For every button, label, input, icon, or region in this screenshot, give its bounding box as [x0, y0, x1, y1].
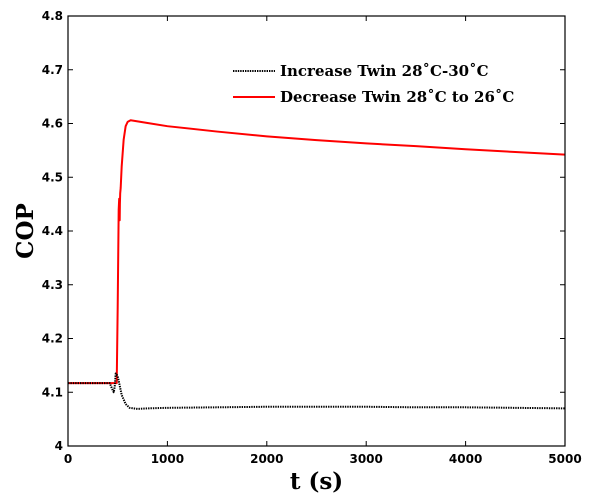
y-tick-label: 4.8 — [42, 9, 63, 23]
plot-frame — [67, 15, 566, 447]
series-line-decrease — [68, 119, 566, 385]
plot-lines — [68, 119, 566, 410]
y-tick-label: 4.3 — [42, 278, 63, 292]
y-tick-label: 4.6 — [42, 117, 63, 131]
legend: Increase Twin 28˚C-30˚C Decrease Twin 28… — [233, 62, 514, 106]
y-tick-label: 4 — [55, 439, 63, 453]
y-tick-label: 4.2 — [42, 332, 63, 346]
x-tick-label: 3000 — [349, 452, 382, 466]
x-tick-label: 1000 — [151, 452, 184, 466]
x-axis-title: t (s) — [290, 468, 343, 495]
y-tick-label: 4.1 — [42, 385, 63, 399]
y-tick-label: 4.7 — [42, 63, 63, 77]
x-tick-label: 5000 — [548, 452, 581, 466]
y-tick-label: 4.4 — [42, 224, 63, 238]
y-axis-title: COP — [12, 203, 39, 259]
legend-label-increase: Increase Twin 28˚C-30˚C — [280, 62, 489, 80]
axes-ticks: 0 1000 2000 3000 4000 5000 4 4.1 4.2 4.3 4.4 4.5 4.6… — [42, 9, 582, 466]
x-tick-label: 4000 — [449, 452, 482, 466]
y-tick-label: 4.5 — [42, 170, 63, 184]
x-tick-label: 0 — [64, 452, 72, 466]
series-line-increase — [68, 372, 566, 410]
x-tick-label: 2000 — [250, 452, 283, 466]
legend-label-decrease: Decrease Twin 28˚C to 26˚C — [280, 88, 514, 106]
